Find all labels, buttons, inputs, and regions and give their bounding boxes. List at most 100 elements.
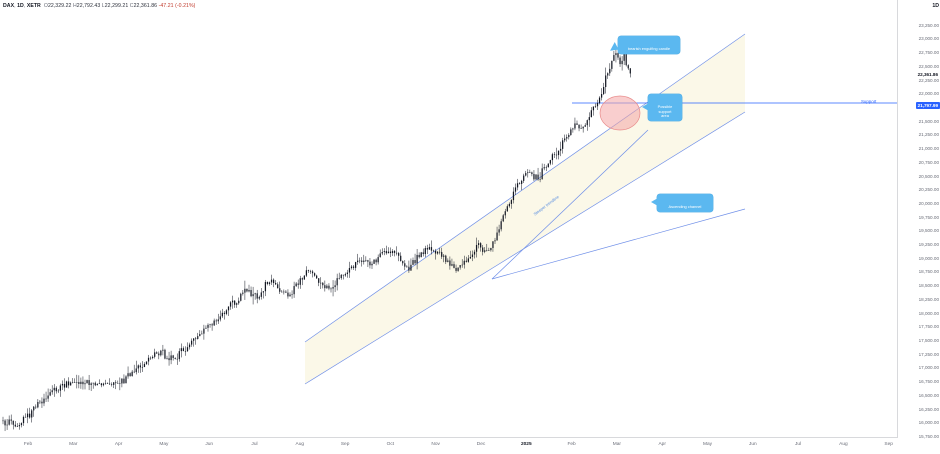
price-tick-label: 18,500.00 [918,283,939,289]
candle-body [41,401,43,404]
candle-body [207,324,209,328]
candle-body [102,383,105,386]
price-tick-label: 22,500.00 [918,63,939,69]
candle-body [149,357,152,359]
candle-body [627,65,629,69]
price-tick-label: 16,250.00 [918,406,939,412]
candle-body [117,383,119,384]
candle-body [400,255,402,262]
candle-body [53,387,55,391]
candle-body [186,347,189,352]
candle-body [365,260,367,261]
candle-body [143,364,146,367]
candle-body [16,426,18,427]
candle-body [477,243,480,245]
candle-body [617,53,619,58]
open-label: O [43,3,48,9]
annotation-possible-support[interactable]: Possible support area [642,94,682,121]
candle-body [147,357,150,362]
candle-body [625,52,627,66]
steeper-trendline-parallel [491,208,746,280]
candle-body [354,262,357,268]
candle-body [506,206,508,212]
high-label: H [72,3,77,9]
candle-body [389,251,392,254]
candle-body [504,211,506,216]
candle-body [580,128,582,129]
symbol-label[interactable]: DAX [3,3,15,9]
candle-body [578,124,580,129]
candle-body [305,270,308,276]
candle-body [436,251,439,254]
interval-label[interactable]: 1D [17,3,24,9]
candle-body [455,267,457,271]
annotation-bearish-engulfing[interactable]: bearish engulfing candle [610,36,680,55]
time-tick-label: Jun [205,442,214,447]
candle-body [29,413,31,418]
candle-body [172,355,174,358]
time-tick-label: Mar [69,442,78,447]
candle-body [521,180,523,184]
price-tick-label: 15,750.00 [918,434,939,439]
candle-body [467,258,469,262]
candle-body [82,381,84,385]
candle-body [168,358,170,361]
candle-body [115,382,117,384]
time-tick-label: Oct [386,442,395,447]
candle-body [459,265,461,268]
time-tick-label: 2025 [520,442,532,447]
candle-body [342,274,344,276]
candle-body [330,288,332,290]
candle-body [484,250,486,252]
candle-body [463,260,465,265]
candle-body [100,383,103,386]
price-tick-label: 20,250.00 [918,187,939,193]
price-tick-label: 23,000.00 [918,36,939,42]
candle-body [26,413,29,418]
candle-body [164,349,166,359]
chart-plot-area[interactable]: bearish engulfing candle Possible suppor… [0,12,897,437]
candle-body [256,293,258,299]
candle-body [178,351,180,360]
candle-body [486,250,488,251]
candle-body [145,361,148,365]
candle-body [154,352,156,357]
candle-body [379,253,381,258]
candle-body [63,383,66,388]
candle-body [309,271,312,272]
candle-body [39,401,41,403]
price-axis[interactable]: 1D 23,250.00 23,000.00 22,750.00 22,500.00 2… [897,0,940,439]
candle-body [254,293,256,295]
candle-body [523,175,525,181]
candle-body [135,368,137,373]
candle-body [418,254,420,258]
candle-body [598,97,601,103]
candle-body [35,406,37,408]
candle-body [236,303,238,305]
candle-body [441,252,443,257]
time-axis[interactable]: Feb Mar Apr May Jun Jul Aug Sep Oct Nov Dec 2025 Feb… [0,437,897,454]
candle-body [334,285,336,288]
open-value: 22,329.22 [47,3,72,9]
candle-body [270,279,273,283]
candle-body [215,320,217,322]
candle-body [535,174,537,180]
candle-body [45,398,47,400]
candle-body [406,266,408,268]
candle-body [586,120,588,126]
candle-body [190,340,193,345]
candle-body [512,191,515,201]
candle-body [283,291,285,293]
time-tick-label: Apr [114,442,123,447]
annotation-ascending-channel[interactable]: Ascending channel [651,194,713,212]
candle-body [445,255,447,262]
candle-body [525,173,527,176]
candle-body [451,264,453,266]
candle-body [295,283,297,287]
candle-body [152,356,154,358]
candle-body [475,244,478,252]
candle-body [250,290,252,297]
candle-body [609,68,611,74]
low-label: L [101,3,105,9]
candle-body [328,285,330,289]
